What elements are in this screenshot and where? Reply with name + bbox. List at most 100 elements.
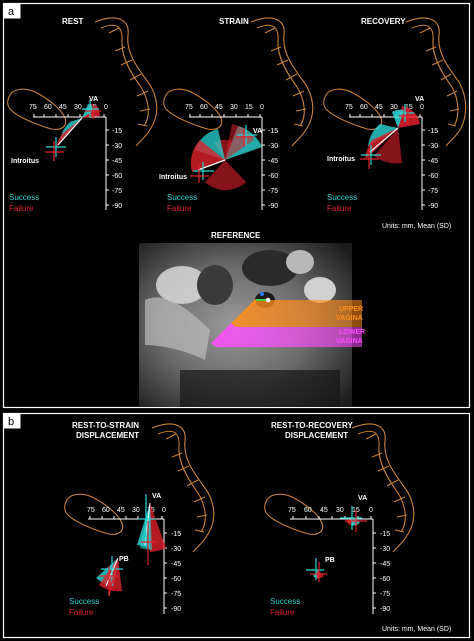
strain-x-ticks: 75 60 45 30 15 0 [185, 104, 264, 111]
landmark-blue-point [260, 292, 264, 296]
y-tick: -90 [171, 606, 181, 613]
y-tick: -90 [112, 203, 122, 210]
strain-va-label: VA [253, 128, 262, 135]
strain-legend-failure: Failure [167, 204, 192, 213]
recovery-introitus-label: Introitus [327, 156, 355, 163]
y-tick: -60 [171, 576, 181, 583]
rest-y-ticks: -15 -30 -45 -60 -75 -90 [112, 128, 122, 210]
rtr-x-ticks: 75 60 45 30 15 0 [288, 507, 373, 514]
panel-a-units: Units: mm, Mean (SD) [382, 223, 451, 230]
rts-legend-failure: Failure [69, 608, 94, 617]
y-tick: -45 [171, 561, 181, 568]
y-tick: -60 [268, 173, 278, 180]
reference-mri: REFERENCE UPPER VAGINA LOWER VAGINA [139, 231, 365, 407]
rts-va-label: VA [152, 493, 161, 500]
recovery-legend-failure: Failure [327, 204, 352, 213]
y-tick: -45 [268, 158, 278, 165]
y-tick: -75 [268, 188, 278, 195]
panel-a-border [2, 2, 471, 409]
y-tick: -15 [268, 128, 278, 135]
y-tick: -75 [171, 591, 181, 598]
recovery-y-ticks: -15 -30 -45 -60 -75 -90 [428, 128, 438, 210]
x-tick: 60 [44, 104, 52, 111]
recovery-va-label: VA [415, 96, 424, 103]
y-tick: -45 [112, 158, 122, 165]
y-tick: -30 [171, 546, 181, 553]
x-tick: 30 [336, 507, 344, 514]
y-tick: -75 [112, 188, 122, 195]
x-tick: 75 [87, 507, 95, 514]
rtr-pb-label: PB [325, 557, 335, 564]
y-tick: -30 [268, 143, 278, 150]
sacrum-outline [351, 423, 415, 553]
rest-diagram: REST 75 60 45 30 15 0 -15 -30 -45 -60 -7… [7, 17, 158, 213]
pubic-bone-outline [7, 88, 67, 130]
x-tick: 75 [288, 507, 296, 514]
y-tick: -90 [428, 203, 438, 210]
y-tick: -90 [380, 606, 390, 613]
rest-title: REST [62, 17, 83, 26]
strain-diagram: STRAIN 75 60 45 30 15 0 -15 -30 -45 -60 … [159, 17, 314, 213]
rtr-legend-failure: Failure [270, 608, 295, 617]
sacrum-outline [151, 423, 215, 553]
x-tick: 45 [320, 507, 328, 514]
x-tick: 0 [162, 507, 166, 514]
x-tick: 0 [369, 507, 373, 514]
rts-wedges [96, 502, 166, 592]
upper-vagina-region [232, 300, 362, 327]
rest-introitus-label: Introitus [11, 158, 39, 165]
x-tick: 45 [375, 104, 383, 111]
panel-a-tab [3, 3, 21, 19]
y-tick: -75 [428, 188, 438, 195]
upper-vagina-label-2: VAGINA [336, 315, 363, 322]
rts-title-line2: DISPLACEMENT [76, 431, 139, 440]
x-tick: 60 [360, 104, 368, 111]
rest-axes [33, 114, 109, 210]
rtr-errorbars [306, 506, 367, 582]
x-tick: 15 [245, 104, 253, 111]
x-tick: 0 [260, 104, 264, 111]
x-tick: 0 [420, 104, 424, 111]
lower-vagina-label-1: LOWER [339, 329, 365, 336]
panel-a-letter: a [8, 6, 15, 18]
x-tick: 75 [345, 104, 353, 111]
x-tick: 60 [304, 507, 312, 514]
landmark-va-point [265, 297, 271, 303]
pubic-bone-outline [264, 493, 324, 535]
y-tick: -90 [268, 203, 278, 210]
y-tick: -45 [428, 158, 438, 165]
mri-anatomy [145, 250, 340, 407]
strain-introitus-label: Introitus [159, 174, 187, 181]
x-tick: 30 [230, 104, 238, 111]
rts-pb-label: PB [119, 556, 129, 563]
strain-errorbars [190, 125, 257, 183]
y-tick: -30 [428, 143, 438, 150]
rest-legend-failure: Failure [9, 204, 34, 213]
x-tick: 60 [200, 104, 208, 111]
rtr-va-label: VA [358, 495, 367, 502]
pubic-bone-outline [64, 493, 124, 535]
rtr-y-ticks: -15 -30 -45 -60 -75 -90 [380, 531, 390, 613]
rest-errorbars [45, 100, 101, 161]
x-tick: 45 [215, 104, 223, 111]
strain-legend-success: Success [167, 193, 197, 202]
y-tick: -60 [112, 173, 122, 180]
y-tick: -15 [112, 128, 122, 135]
rest-to-recovery-diagram: REST-TO-RECOVERY DISPLACEMENT 75 60 45 3… [264, 421, 415, 617]
lower-vagina-label-2: VAGINA [336, 338, 363, 345]
x-tick: 75 [185, 104, 193, 111]
recovery-legend-success: Success [327, 193, 357, 202]
recovery-x-ticks: 75 60 45 30 15 0 [345, 104, 424, 111]
sacrum-outline [250, 17, 314, 147]
rest-va-label: VA [89, 96, 98, 103]
recovery-diagram: RECOVERY 75 60 45 30 15 0 -15 -30 -45 -6… [323, 17, 467, 213]
rts-y-ticks: -15 -30 -45 -60 -75 -90 [171, 531, 181, 613]
rts-x-ticks: 75 60 45 30 15 0 [87, 507, 166, 514]
y-tick: -15 [428, 128, 438, 135]
reference-title: REFERENCE [211, 231, 261, 240]
rtr-legend-success: Success [270, 597, 300, 606]
x-tick: 75 [29, 104, 37, 111]
strain-y-ticks: -15 -30 -45 -60 -75 -90 [268, 128, 278, 210]
panel-b-border [2, 412, 471, 639]
